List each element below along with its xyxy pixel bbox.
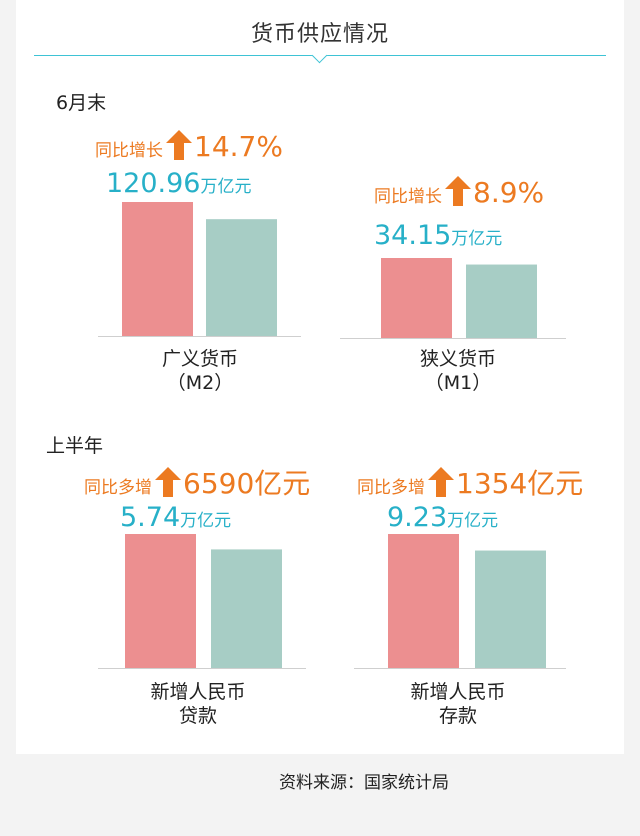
section-label-month-end: 6月末 <box>56 92 107 114</box>
bar-current <box>381 258 452 338</box>
loans-total: 5.74万亿元 <box>120 502 231 533</box>
bar-previous-year <box>466 264 537 338</box>
m2-total-unit: 万亿元 <box>200 177 252 197</box>
loans-caption-line1: 新增人民币 <box>150 681 246 703</box>
m2-growth-value: 14.7% <box>194 130 283 163</box>
m1-total: 34.15万亿元 <box>374 220 502 251</box>
m1-growth-value: 8.9% <box>473 176 545 209</box>
loans-total-value: 5.74 <box>120 502 181 533</box>
m2-caption-line1: 广义货币 <box>161 348 238 370</box>
deposits-growth-value: 1354亿元 <box>456 467 584 500</box>
m1-growth-label: 同比增长 <box>374 187 442 207</box>
m1-caption: 狭义货币 （M1） <box>358 347 558 395</box>
loans-caption-line2: 贷款 <box>178 705 217 727</box>
up-arrow-icon <box>428 467 454 501</box>
bar-current <box>125 534 196 668</box>
deposits-growth-label: 同比多增 <box>357 478 425 498</box>
deposits-total-value: 9.23 <box>387 502 448 533</box>
loans-total-unit: 万亿元 <box>180 511 232 531</box>
up-arrow-icon <box>166 130 192 164</box>
m2-total-value: 120.96 <box>106 168 201 199</box>
page-title: 货币供应情况 <box>250 22 389 47</box>
bar-current <box>122 202 193 336</box>
m2-total: 120.96万亿元 <box>106 168 251 199</box>
m1-total-value: 34.15 <box>374 220 452 251</box>
m2-caption: 广义货币 （M2） <box>100 347 300 395</box>
section-label-half-year: 上半年 <box>46 435 104 457</box>
m1-caption-line2: （M1） <box>424 372 492 394</box>
deposits-growth: 同比多增 1354亿元 <box>357 462 583 502</box>
deposits-total: 9.23万亿元 <box>387 502 498 533</box>
loans-growth: 同比多增 6590亿元 <box>84 462 310 502</box>
loans-caption: 新增人民币 贷款 <box>98 680 298 728</box>
bar-current <box>388 534 459 668</box>
m2-growth-label: 同比增长 <box>95 141 163 161</box>
bar-previous-year <box>211 549 282 668</box>
m2-caption-line2: （M2） <box>166 372 234 394</box>
deposits-caption-line2: 存款 <box>438 705 477 727</box>
source-note: 资料来源：国家统计局 <box>279 773 449 793</box>
deposits-caption-line1: 新增人民币 <box>410 681 506 703</box>
bar-previous-year <box>206 219 277 336</box>
bar-previous-year <box>475 550 546 668</box>
up-arrow-icon <box>445 176 471 210</box>
deposits-total-unit: 万亿元 <box>447 511 499 531</box>
up-arrow-icon <box>155 467 181 501</box>
deposits-caption: 新增人民币 存款 <box>358 680 558 728</box>
loans-growth-label: 同比多增 <box>84 478 152 498</box>
m1-growth: 同比增长 8.9% <box>374 176 544 210</box>
m1-total-unit: 万亿元 <box>451 229 503 249</box>
m1-caption-line1: 狭义货币 <box>419 348 496 370</box>
m2-growth: 同比增长 14.7% <box>95 130 283 164</box>
loans-growth-value: 6590亿元 <box>183 467 311 500</box>
